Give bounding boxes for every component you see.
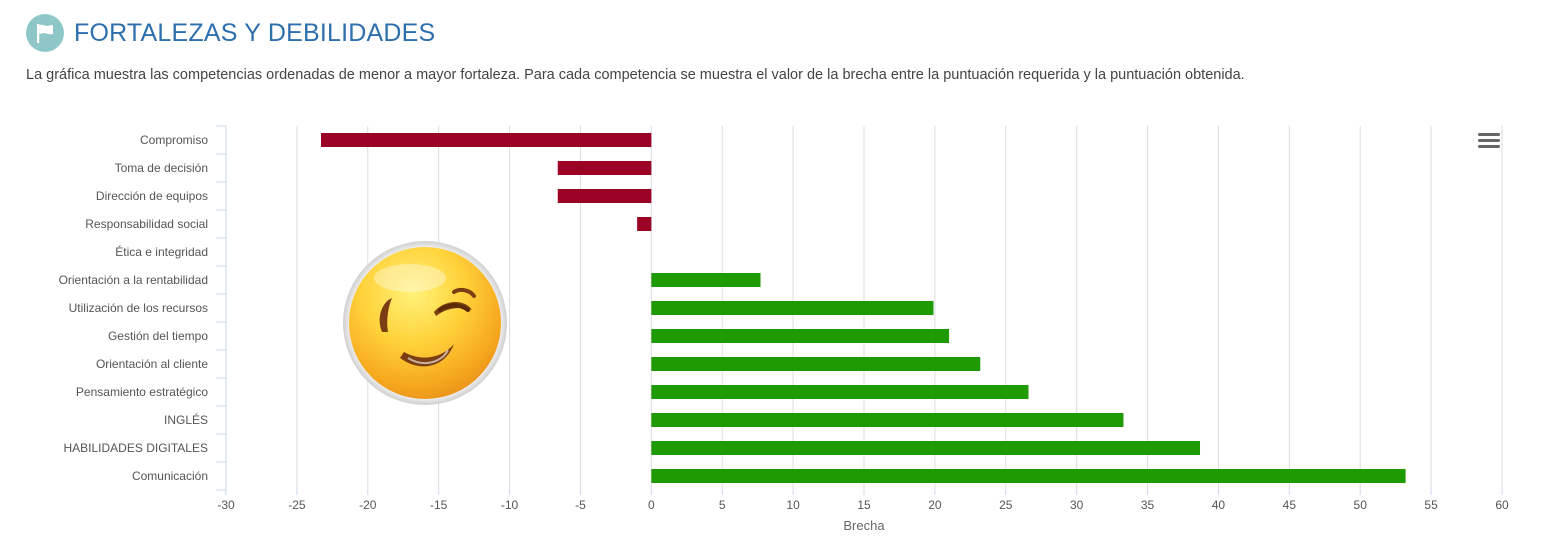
x-tick-label: -25 [288, 498, 306, 512]
category-label: HABILIDADES DIGITALES [64, 441, 209, 455]
x-tick-label: 5 [719, 498, 726, 512]
bar[interactable] [320, 133, 652, 147]
x-tick-label: 40 [1212, 498, 1226, 512]
x-tick-label: -10 [501, 498, 519, 512]
x-tick-label: -15 [430, 498, 448, 512]
category-label: Ética e integridad [115, 244, 208, 259]
bar[interactable] [651, 329, 950, 343]
bar[interactable] [651, 385, 1029, 399]
category-label: Responsabilidad social [85, 217, 208, 231]
x-tick-label: 10 [786, 498, 800, 512]
x-axis-title: Brecha [843, 518, 885, 533]
bar[interactable] [557, 161, 652, 175]
category-label: Dirección de equipos [96, 189, 208, 203]
gap-bar-chart: Compromiso Toma de decisión Dirección de e… [59, 125, 1509, 533]
hamburger-menu-icon[interactable] [1476, 128, 1502, 152]
bar[interactable] [651, 469, 1406, 483]
x-tick-label: 0 [648, 498, 655, 512]
category-label: Compromiso [140, 133, 208, 147]
chart-description: La gráfica muestra las competencias orde… [26, 67, 1245, 83]
x-tick-label: 45 [1283, 498, 1297, 512]
x-tick-label: -20 [359, 498, 377, 512]
page-title: FORTALEZAS Y DEBILIDADES [74, 18, 436, 47]
bar[interactable] [557, 189, 652, 203]
x-tick-label: 20 [928, 498, 942, 512]
category-label: Comunicación [132, 469, 208, 483]
bar[interactable] [651, 357, 981, 371]
category-label: Toma de decisión [115, 161, 208, 175]
winking-face-emoji [343, 241, 507, 405]
x-tick-label: 55 [1424, 498, 1438, 512]
category-label: Gestión del tiempo [108, 329, 208, 343]
x-tick-label: -30 [217, 498, 235, 512]
category-label: Orientación al cliente [96, 357, 208, 371]
x-tick-label: 30 [1070, 498, 1084, 512]
section-header: FORTALEZAS Y DEBILIDADES [26, 14, 435, 52]
category-label: Orientación a la rentabilidad [59, 273, 208, 287]
x-tick-label: 35 [1141, 498, 1155, 512]
flag-icon [26, 14, 64, 52]
x-tick-label: 60 [1495, 498, 1509, 512]
x-tick-label: 50 [1354, 498, 1368, 512]
bar[interactable] [651, 273, 761, 287]
bar[interactable] [637, 217, 652, 231]
bar[interactable] [651, 301, 934, 315]
category-label: Pensamiento estratégico [76, 385, 208, 399]
category-label: INGLÉS [164, 412, 208, 427]
category-label: Utilización de los recursos [69, 301, 208, 315]
bar[interactable] [651, 413, 1124, 427]
x-tick-label: 25 [999, 498, 1013, 512]
x-tick-label: -5 [575, 498, 586, 512]
bar[interactable] [651, 441, 1201, 455]
x-tick-label: 15 [857, 498, 871, 512]
